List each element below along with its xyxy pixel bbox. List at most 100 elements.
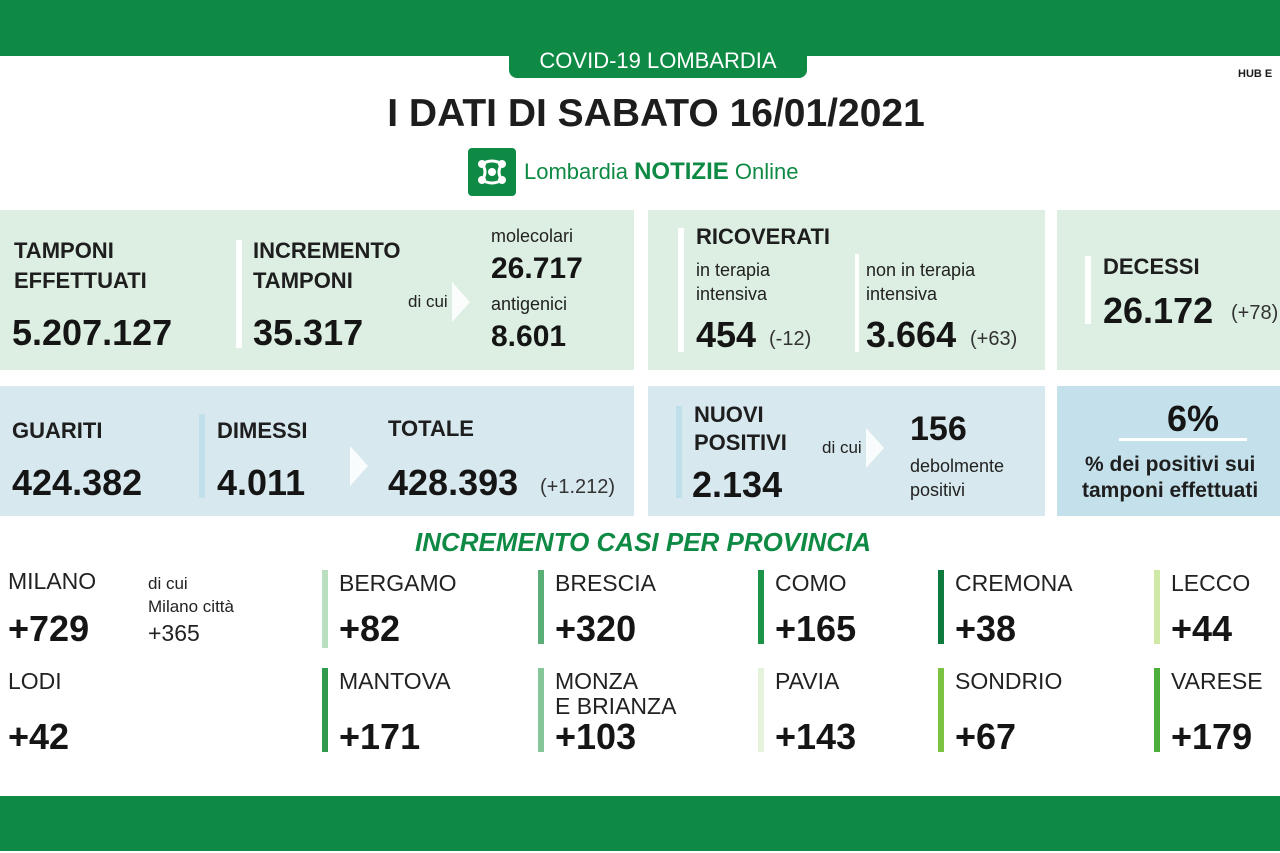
divider xyxy=(236,240,242,348)
ricoverati-label: RICOVERATI xyxy=(696,224,831,249)
province-name: COMO xyxy=(775,570,847,596)
province-pavia: PAVIA +143 xyxy=(758,668,938,758)
dimessi-label: DIMESSI xyxy=(217,418,308,443)
province-value: +42 xyxy=(8,716,70,757)
ti-value: 454 xyxy=(696,314,757,355)
province-value: +179 xyxy=(1171,716,1253,757)
tamponi-panel: TAMPONI EFFETTUATI 5.207.127 INCREMENTO … xyxy=(0,210,634,370)
logo-text: Lombardia NOTIZIE Online xyxy=(524,158,798,186)
province-color-bar xyxy=(758,570,764,644)
milano-note-2: Milano città xyxy=(148,597,234,616)
province-value: +143 xyxy=(775,716,857,757)
decessi-delta: (+78) xyxy=(1231,302,1279,324)
province-brescia: BRESCIA +320 xyxy=(538,570,718,650)
deboli-label-2: positivi xyxy=(910,480,966,500)
totale-value: 428.393 xyxy=(388,462,519,503)
province-name: SONDRIO xyxy=(955,668,1063,694)
guariti-panel: GUARITI 424.382 DIMESSI 4.011 TOTALE 428… xyxy=(0,386,634,516)
logo-suffix: Online xyxy=(734,159,799,184)
percentuale-panel: 6% % dei positivi sui tamponi effettuati xyxy=(1057,386,1280,516)
divider xyxy=(1085,256,1091,324)
ricoverati-panel: RICOVERATI in terapia intensiva 454 (-12… xyxy=(648,210,1045,370)
lombardia-notizie-logo: Lombardia NOTIZIE Online xyxy=(468,148,798,196)
ti-label-1: in terapia xyxy=(696,260,771,280)
province-milano: MILANO +729 xyxy=(0,568,131,649)
chevron-right-icon xyxy=(350,446,368,486)
nti-label-1: non in terapia xyxy=(866,260,976,280)
tamponi-value: 5.207.127 xyxy=(12,312,173,353)
province-color-bar xyxy=(1154,668,1160,752)
province-bergamo: BERGAMO +82 xyxy=(322,570,502,650)
decessi-label: DECESSI xyxy=(1103,254,1200,279)
divider xyxy=(1119,438,1247,441)
decessi-panel: DECESSI 26.172 (+78) xyxy=(1057,210,1280,370)
province-lodi: LODI +42 xyxy=(0,668,131,758)
province-value: +38 xyxy=(955,608,1017,649)
province-cremona: CREMONA +38 xyxy=(938,570,1118,650)
province-varese: VARESE +179 xyxy=(1154,668,1280,758)
divider xyxy=(199,414,205,498)
nti-label-2: intensiva xyxy=(866,284,938,304)
antigenici-label: antigenici xyxy=(491,294,568,314)
province-name-line-2: E BRIANZA xyxy=(555,693,677,719)
province-sondrio: SONDRIO +67 xyxy=(938,668,1118,758)
province-value: +171 xyxy=(339,716,421,757)
deboli-label-1: debolmente xyxy=(910,456,1005,476)
province-name: VARESE xyxy=(1171,668,1263,694)
bottom-banner xyxy=(0,796,1280,851)
province-color-bar xyxy=(322,668,328,752)
province-color-bar xyxy=(1154,570,1160,644)
province-color-bar xyxy=(538,668,544,752)
divider xyxy=(678,228,684,352)
ti-delta: (-12) xyxy=(769,328,812,350)
province-name: BRESCIA xyxy=(555,570,656,596)
incremento-value: 35.317 xyxy=(253,312,364,353)
province-como: COMO +165 xyxy=(758,570,938,650)
milano-note-1: di cui xyxy=(148,574,188,593)
province-color-bar xyxy=(538,570,544,644)
province-value: +729 xyxy=(8,608,90,649)
ti-label-2: intensiva xyxy=(696,284,768,304)
molecolari-value: 26.717 xyxy=(491,252,583,285)
province-color-bar xyxy=(938,668,944,752)
divider xyxy=(676,406,682,498)
province-color-bar xyxy=(322,570,328,648)
percentuale-label-1: % dei positivi sui xyxy=(1085,453,1256,476)
province-color-bar xyxy=(758,668,764,752)
logo-brand: NOTIZIE xyxy=(634,158,729,185)
tamponi-label-1: TAMPONI xyxy=(14,238,114,263)
province-value: +82 xyxy=(339,608,401,649)
province-name: BERGAMO xyxy=(339,570,457,596)
province-monza-brianza: MONZA E BRIANZA +103 xyxy=(538,668,718,758)
province-color-bar xyxy=(938,570,944,644)
province-value: +67 xyxy=(955,716,1017,757)
percentuale-value: 6% xyxy=(1167,398,1220,439)
hub-label: HUB E xyxy=(1238,68,1273,80)
page-title: I DATI DI SABATO 16/01/2021 xyxy=(387,92,925,135)
divider xyxy=(855,254,859,352)
nti-value: 3.664 xyxy=(866,314,957,355)
province-value: +320 xyxy=(555,608,637,649)
di-cui-label: di cui xyxy=(408,292,448,311)
milano-note-value: +365 xyxy=(148,620,200,646)
guariti-value: 424.382 xyxy=(12,462,143,503)
nti-delta: (+63) xyxy=(970,328,1018,350)
antigenici-value: 8.601 xyxy=(491,320,567,353)
province-title: INCREMENTO CASI PER PROVINCIA xyxy=(414,527,871,557)
positivi-panel: NUOVI POSITIVI 2.134 di cui 156 debolmen… xyxy=(648,386,1045,516)
totale-delta: (+1.212) xyxy=(540,476,616,498)
totale-label: TOTALE xyxy=(388,416,474,441)
positivi-label-1: NUOVI xyxy=(694,402,764,427)
province-lecco: LECCO +44 xyxy=(1154,570,1280,650)
province-name: MANTOVA xyxy=(339,668,451,694)
region-tag: COVID-19 LOMBARDIA xyxy=(509,44,807,78)
province-name: MILANO xyxy=(8,568,97,594)
positivi-label-2: POSITIVI xyxy=(694,430,787,455)
province-name: MONZA xyxy=(555,668,639,694)
province-name: CREMONA xyxy=(955,570,1073,596)
incremento-label-1: INCREMENTO xyxy=(253,238,401,263)
province-mantova: MANTOVA +171 xyxy=(322,668,502,758)
di-cui-label: di cui xyxy=(822,438,862,457)
positivi-value: 2.134 xyxy=(692,464,783,505)
province-name: LODI xyxy=(8,668,62,694)
